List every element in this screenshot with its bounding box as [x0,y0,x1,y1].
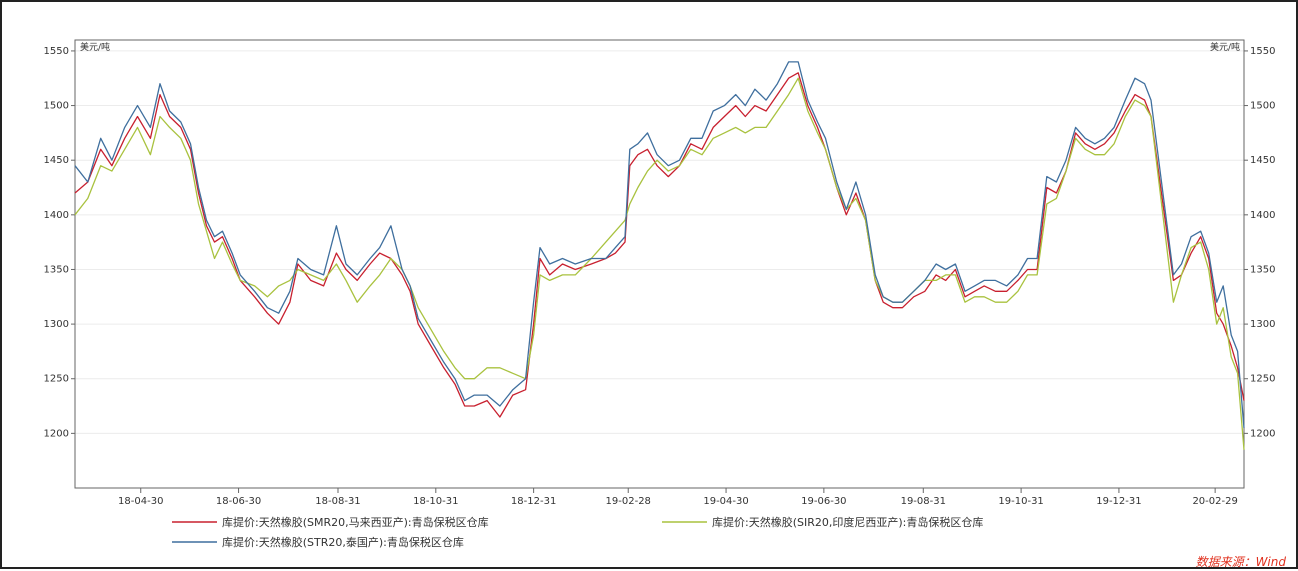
y-tick-label: 1450 [44,155,69,166]
y-axis-right-unit: 美元/吨 [1210,41,1240,53]
legend: 库提价:天然橡胶(SMR20,马来西亚产):青岛保税区仓库 库提价:天然橡胶(SI… [172,515,983,549]
legend-label-2: 库提价:天然橡胶(SIR20,印度尼西亚产):青岛保税区仓库 [712,515,983,529]
y-tick-label: 1400 [44,210,69,221]
y-tick-label: 1350 [1250,264,1275,275]
y-axis-right-ticks: 1200 1250 1300 1350 1400 1450 1500 1550 [1244,46,1275,439]
x-tick-label: 18-08-31 [315,496,360,507]
y-axis-left-unit: 美元/吨 [80,41,110,53]
y-tick-label: 1550 [44,46,69,57]
y-axis-left-ticks: 1200 1250 1300 1350 1400 1450 1500 1550 [44,46,75,439]
y-tick-label: 1400 [1250,210,1275,221]
series-line-1 [74,72,1245,418]
y-tick-label: 1500 [44,101,69,112]
series-line-2 [74,77,1245,450]
y-tick-label: 1250 [1250,374,1275,385]
axes [74,39,1245,489]
y-tick-label: 1450 [1250,155,1275,166]
y-tick-label: 1300 [1250,319,1275,330]
data-source-note: 数据来源：Wind [1196,555,1287,569]
x-tick-label: 19-08-31 [901,496,946,507]
series-line-3 [74,61,1245,428]
y-tick-label: 1500 [1250,101,1275,112]
gridlines [75,50,1244,434]
legend-label-1: 库提价:天然橡胶(SMR20,马来西亚产):青岛保税区仓库 [222,515,489,529]
x-tick-label: 19-06-30 [801,496,846,507]
y-tick-label: 1200 [44,428,69,439]
x-tick-label: 18-10-31 [413,496,458,507]
plot-area-border [74,39,1245,489]
x-tick-label: 19-04-30 [703,496,748,507]
y-tick-label: 1300 [44,319,69,330]
legend-label-3: 库提价:天然橡胶(STR20,泰国产):青岛保税区仓库 [222,535,464,549]
x-axis-ticks: 18-04-30 18-06-30 18-08-31 18-10-31 18-12-31… [118,488,1238,507]
x-tick-label: 20-02-29 [1192,496,1237,507]
x-tick-label: 19-10-31 [998,496,1043,507]
y-tick-label: 1200 [1250,428,1275,439]
x-tick-label: 18-12-31 [511,496,556,507]
y-tick-label: 1250 [44,374,69,385]
x-tick-label: 18-04-30 [118,496,163,507]
y-tick-label: 1550 [1250,46,1275,57]
x-tick-label: 19-02-28 [606,496,651,507]
y-tick-label: 1350 [44,264,69,275]
x-tick-label: 18-06-30 [216,496,261,507]
series-lines [74,61,1245,450]
x-tick-label: 19-12-31 [1096,496,1141,507]
